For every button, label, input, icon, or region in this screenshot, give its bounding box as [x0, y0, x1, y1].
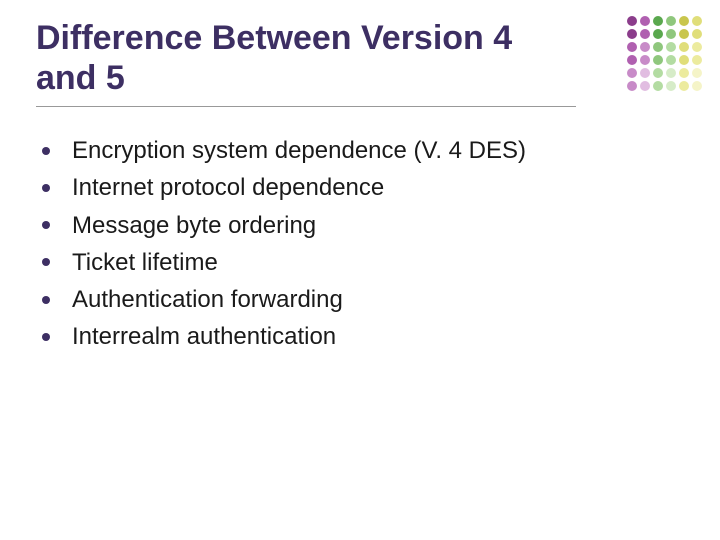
- bullet-text: Encryption system dependence (V. 4 DES): [72, 135, 526, 166]
- bullet-icon: [42, 184, 50, 192]
- bullet-list: Encryption system dependence (V. 4 DES) …: [36, 135, 684, 352]
- decoration-dot-grid: [627, 16, 702, 91]
- list-item: Interrealm authentication: [42, 321, 684, 352]
- decoration-dot: [653, 55, 663, 65]
- decoration-dot: [653, 29, 663, 39]
- decoration-dot: [653, 42, 663, 52]
- slide-title: Difference Between Version 4 and 5: [36, 18, 576, 98]
- decoration-dot: [679, 16, 689, 26]
- decoration-dot: [666, 68, 676, 78]
- decoration-dot: [640, 29, 650, 39]
- bullet-icon: [42, 221, 50, 229]
- bullet-text: Internet protocol dependence: [72, 172, 384, 203]
- bullet-icon: [42, 147, 50, 155]
- decoration-dot: [653, 81, 663, 91]
- decoration-dot: [666, 29, 676, 39]
- decoration-dot: [627, 29, 637, 39]
- list-item: Message byte ordering: [42, 210, 684, 241]
- decoration-dot: [653, 16, 663, 26]
- decoration-dot: [679, 29, 689, 39]
- decoration-dot: [692, 42, 702, 52]
- bullet-icon: [42, 333, 50, 341]
- decoration-dot: [679, 68, 689, 78]
- decoration-dot: [692, 55, 702, 65]
- decoration-dot: [679, 42, 689, 52]
- decoration-dot: [627, 55, 637, 65]
- decoration-dot: [627, 42, 637, 52]
- decoration-dot: [666, 81, 676, 91]
- decoration-dot: [627, 68, 637, 78]
- decoration-dot: [640, 81, 650, 91]
- bullet-text: Ticket lifetime: [72, 247, 218, 278]
- bullet-icon: [42, 296, 50, 304]
- list-item: Authentication forwarding: [42, 284, 684, 315]
- decoration-dot: [679, 55, 689, 65]
- decoration-dot: [666, 16, 676, 26]
- decoration-dot: [666, 42, 676, 52]
- bullet-icon: [42, 258, 50, 266]
- slide: Difference Between Version 4 and 5 Encry…: [0, 0, 720, 540]
- decoration-dot: [666, 55, 676, 65]
- decoration-dot: [627, 16, 637, 26]
- decoration-dot: [692, 81, 702, 91]
- decoration-dot: [640, 68, 650, 78]
- list-item: Internet protocol dependence: [42, 172, 684, 203]
- bullet-text: Authentication forwarding: [72, 284, 343, 315]
- decoration-dot: [692, 29, 702, 39]
- bullet-text: Interrealm authentication: [72, 321, 336, 352]
- decoration-dot: [679, 81, 689, 91]
- decoration-dot: [692, 16, 702, 26]
- decoration-dot: [640, 42, 650, 52]
- list-item: Encryption system dependence (V. 4 DES): [42, 135, 684, 166]
- title-container: Difference Between Version 4 and 5: [36, 18, 576, 107]
- list-item: Ticket lifetime: [42, 247, 684, 278]
- bullet-text: Message byte ordering: [72, 210, 316, 241]
- decoration-dot: [627, 81, 637, 91]
- decoration-dot: [692, 68, 702, 78]
- decoration-dot: [640, 55, 650, 65]
- decoration-dot: [640, 16, 650, 26]
- decoration-dot: [653, 68, 663, 78]
